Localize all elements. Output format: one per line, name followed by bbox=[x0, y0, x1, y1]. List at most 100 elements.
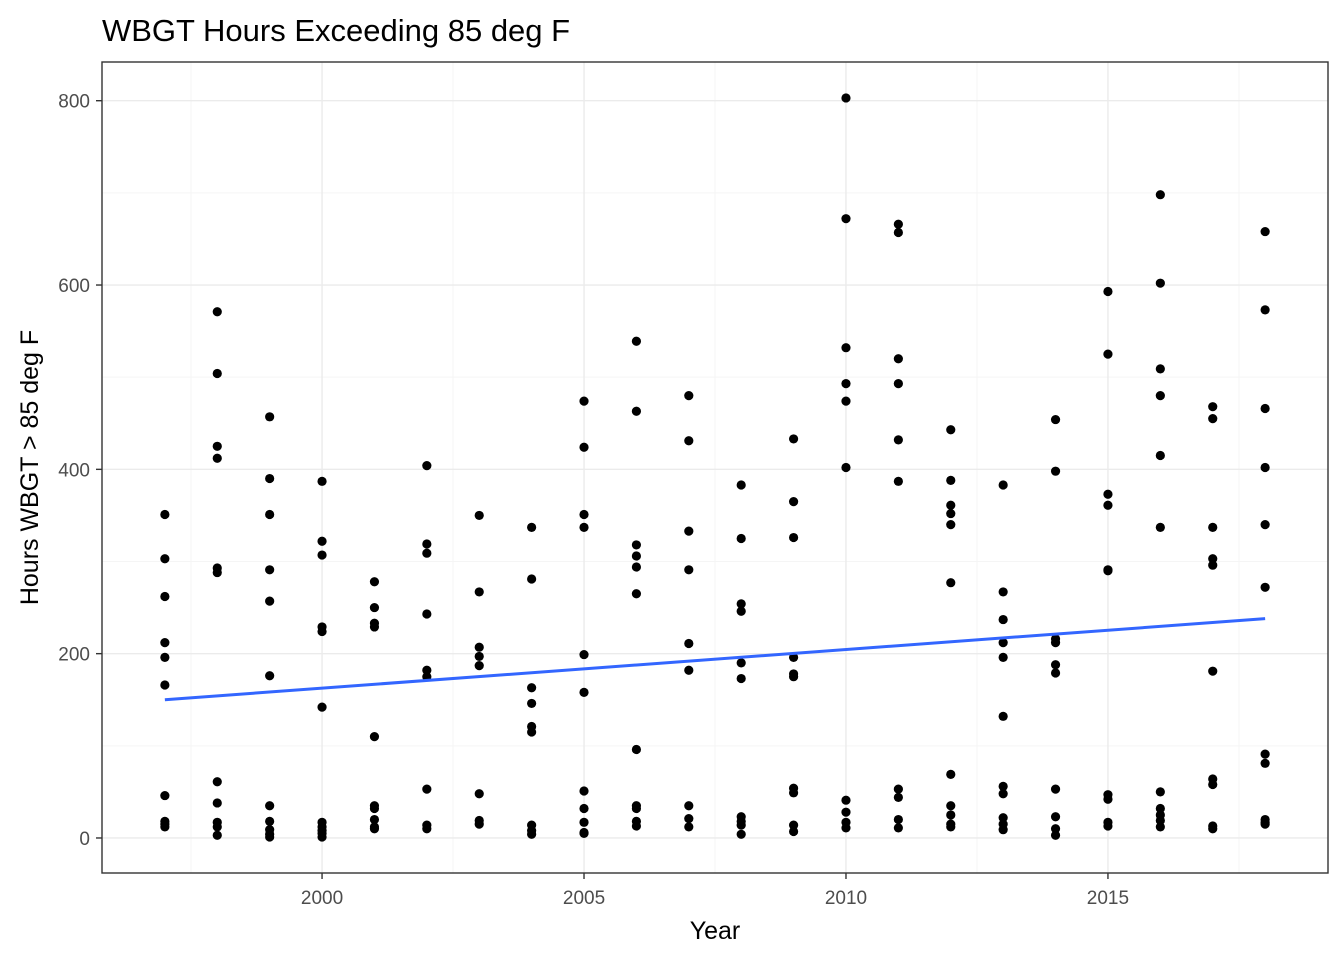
data-point bbox=[579, 828, 589, 838]
data-point bbox=[1208, 402, 1218, 412]
data-point bbox=[1208, 824, 1218, 834]
data-point bbox=[631, 744, 642, 755]
y-tick-label: 200 bbox=[58, 645, 90, 666]
panel-border bbox=[101, 61, 1329, 874]
data-point bbox=[946, 578, 956, 588]
data-point bbox=[369, 622, 380, 632]
data-point bbox=[998, 587, 1008, 597]
data-point bbox=[422, 539, 432, 549]
data-point bbox=[579, 817, 589, 827]
data-point bbox=[1260, 819, 1270, 829]
data-point bbox=[998, 825, 1008, 835]
data-point bbox=[893, 823, 903, 833]
data-point bbox=[684, 391, 694, 401]
data-point bbox=[1050, 830, 1061, 840]
data-point bbox=[631, 562, 642, 572]
data-point bbox=[160, 554, 170, 564]
data-point bbox=[1208, 779, 1218, 790]
data-point bbox=[369, 577, 380, 587]
data-point bbox=[317, 476, 327, 486]
data-point bbox=[579, 442, 589, 452]
data-point bbox=[212, 822, 222, 832]
data-point bbox=[1103, 794, 1113, 804]
data-point bbox=[684, 822, 694, 832]
data-point bbox=[736, 606, 746, 616]
data-point bbox=[736, 599, 746, 609]
data-point bbox=[1260, 520, 1270, 530]
data-point bbox=[1260, 305, 1270, 315]
data-point bbox=[998, 789, 1008, 799]
data-point bbox=[160, 509, 170, 520]
y-tick-label: 800 bbox=[58, 92, 90, 113]
x-tick-label: 2015 bbox=[1087, 888, 1129, 909]
data-point bbox=[265, 801, 275, 811]
data-point bbox=[422, 609, 432, 619]
data-point bbox=[631, 589, 642, 599]
data-point bbox=[893, 354, 903, 364]
data-point bbox=[998, 813, 1008, 823]
data-point bbox=[684, 436, 694, 446]
data-point bbox=[998, 652, 1008, 662]
data-point bbox=[946, 810, 956, 820]
x-axis-title: Year bbox=[690, 917, 741, 945]
data-point bbox=[474, 587, 484, 597]
x-tick-label: 2005 bbox=[563, 888, 605, 909]
data-point bbox=[369, 803, 380, 814]
data-point bbox=[1155, 278, 1165, 288]
data-point bbox=[893, 219, 903, 229]
data-point bbox=[527, 574, 537, 584]
data-point bbox=[1260, 226, 1270, 237]
data-point bbox=[1260, 582, 1270, 592]
data-point bbox=[736, 820, 746, 830]
data-point bbox=[946, 500, 956, 510]
data-point bbox=[736, 658, 746, 668]
data-point bbox=[1103, 349, 1113, 359]
data-point bbox=[1155, 450, 1165, 461]
data-point bbox=[1103, 566, 1113, 576]
data-point bbox=[893, 227, 903, 238]
data-point bbox=[893, 792, 903, 803]
data-point bbox=[1260, 749, 1270, 759]
data-point bbox=[1050, 812, 1061, 822]
data-point bbox=[474, 510, 484, 521]
data-point bbox=[736, 533, 746, 544]
data-point bbox=[631, 551, 642, 561]
data-point bbox=[998, 638, 1008, 648]
data-point bbox=[893, 476, 903, 486]
data-point bbox=[1050, 660, 1061, 670]
data-point bbox=[841, 214, 851, 224]
data-point bbox=[317, 626, 327, 637]
data-point bbox=[998, 781, 1008, 791]
data-point bbox=[684, 801, 694, 811]
data-point bbox=[736, 829, 746, 839]
data-point bbox=[998, 614, 1008, 625]
data-point bbox=[527, 522, 537, 533]
data-point bbox=[946, 508, 956, 519]
data-point bbox=[788, 532, 799, 543]
data-point bbox=[422, 548, 432, 558]
data-point bbox=[265, 412, 275, 422]
data-point bbox=[788, 672, 799, 682]
grid bbox=[102, 62, 1328, 873]
data-point bbox=[474, 819, 484, 829]
data-point bbox=[684, 665, 694, 675]
data-point bbox=[369, 824, 380, 834]
data-point bbox=[1050, 638, 1061, 648]
data-point bbox=[212, 307, 222, 317]
data-point bbox=[160, 822, 170, 832]
data-point bbox=[1208, 554, 1218, 564]
data-point bbox=[579, 786, 589, 796]
data-point bbox=[422, 665, 432, 675]
data-point bbox=[1260, 403, 1270, 414]
data-point bbox=[265, 832, 275, 842]
data-point bbox=[1155, 815, 1165, 826]
data-point bbox=[841, 795, 851, 805]
data-point bbox=[212, 368, 222, 379]
data-point bbox=[422, 824, 432, 834]
data-point bbox=[527, 683, 537, 693]
data-point bbox=[1103, 821, 1113, 831]
data-point bbox=[1103, 286, 1113, 297]
data-point bbox=[474, 651, 484, 662]
data-point bbox=[212, 798, 222, 808]
data-point bbox=[317, 832, 327, 842]
